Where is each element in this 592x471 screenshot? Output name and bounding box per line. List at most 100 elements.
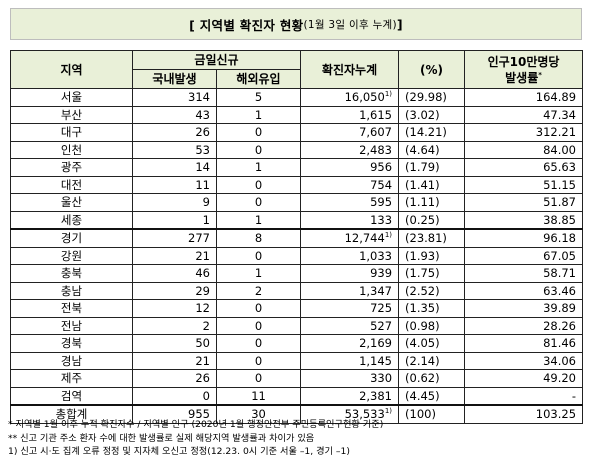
cell-cumulative: 939 [300, 264, 400, 283]
table-row: 광주 14 1 956 (1.79) 65.63 [10, 158, 584, 177]
cell-cumulative: 16,0501) [300, 88, 400, 107]
cell-region: 경기 [10, 228, 133, 248]
header-rate-line1: 인구10만명당 [487, 54, 560, 69]
cell-domestic: 955 [132, 404, 217, 424]
cell-region: 충남 [10, 281, 133, 300]
cell-imported: 1 [215, 264, 302, 283]
table-row: 전남 2 0 527 (0.98) 28.26 [10, 316, 584, 335]
cell-rate: 49.20 [464, 369, 584, 388]
cell-percent: (4.45) [398, 386, 466, 406]
cell-region: 총합계 [10, 404, 133, 424]
cell-region: 강원 [10, 246, 133, 265]
footnote-mark: 1) [384, 90, 393, 99]
cell-region: 대구 [10, 123, 133, 142]
header-domestic: 국내발생 [132, 69, 217, 89]
cell-domestic: 11 [132, 175, 217, 194]
footnote-mark: 1) [384, 407, 393, 416]
cell-rate: 38.85 [464, 210, 584, 230]
cell-region: 울산 [10, 193, 133, 212]
cell-cumulative: 754 [300, 175, 400, 194]
cell-imported: 1 [215, 158, 302, 177]
cell-percent: (1.79) [398, 158, 466, 177]
cell-rate: 81.46 [464, 334, 584, 353]
cell-cumulative: 1,033 [300, 246, 400, 265]
cell-percent: (4.64) [398, 140, 466, 159]
cell-imported: 1 [215, 105, 302, 124]
cell-domestic: 12 [132, 299, 217, 318]
cell-domestic: 2 [132, 316, 217, 335]
cell-rate: 51.87 [464, 193, 584, 212]
cell-percent: (1.35) [398, 299, 466, 318]
cell-cumulative: 12,7441) [300, 228, 400, 248]
table-row: 대구 26 0 7,607 (14.21) 312.21 [10, 123, 584, 142]
cell-domestic: 29 [132, 281, 217, 300]
header-rate-line2: 발생률* [505, 70, 542, 85]
cell-percent: (1.93) [398, 246, 466, 265]
cell-region: 경남 [10, 351, 133, 370]
cell-cumulative: 2,483 [300, 140, 400, 159]
cell-percent: (2.52) [398, 281, 466, 300]
cell-rate: 65.63 [464, 158, 584, 177]
cell-rate: 84.00 [464, 140, 584, 159]
cell-imported: 0 [215, 351, 302, 370]
cell-imported: 8 [215, 228, 302, 248]
table-row: 강원 21 0 1,033 (1.93) 67.05 [10, 246, 584, 265]
cell-domestic: 0 [132, 386, 217, 406]
cell-region: 전북 [10, 299, 133, 318]
cell-rate: 51.15 [464, 175, 584, 194]
table-title: [ 지역별 확진자 현황 (1월 3일 이후 누계) ] [10, 8, 582, 40]
cell-cumulative: 53,5331) [300, 404, 400, 424]
cell-domestic: 53 [132, 140, 217, 159]
cell-percent: (3.02) [398, 105, 466, 124]
cell-imported: 0 [215, 334, 302, 353]
cell-percent: (1.75) [398, 264, 466, 283]
cell-cumulative: 133 [300, 210, 400, 230]
cell-rate: 28.26 [464, 316, 584, 335]
cell-percent: (100) [398, 404, 466, 424]
cell-imported: 0 [215, 123, 302, 142]
title-close: ] [396, 16, 403, 32]
cell-region: 광주 [10, 158, 133, 177]
cell-imported: 0 [215, 175, 302, 194]
cell-domestic: 43 [132, 105, 217, 124]
table-row: 전북 12 0 725 (1.35) 39.89 [10, 299, 584, 318]
confirmed-cases-table: 지역 금일신규 확진자누계 (%) 인구10만명당 발생률* 국내발생 해외유입… [10, 50, 584, 424]
cell-cumulative: 956 [300, 158, 400, 177]
cell-percent: (1.41) [398, 175, 466, 194]
table-row: 서울 314 5 16,0501) (29.98) 164.89 [10, 88, 584, 107]
cell-percent: (14.21) [398, 123, 466, 142]
cell-region: 충북 [10, 264, 133, 283]
table-row: 대전 11 0 754 (1.41) 51.15 [10, 175, 584, 194]
table-row: 경남 21 0 1,145 (2.14) 34.06 [10, 351, 584, 370]
table-row: 검역 0 11 2,381 (4.45) - [10, 386, 584, 406]
cell-region: 서울 [10, 88, 133, 107]
footnote: * 지역별 1월 이후 누적 확진자수 / 지역별 인구 (2020년 1월 행… [8, 419, 384, 430]
footnotes: * 지역별 1월 이후 누적 확진자수 / 지역별 인구 (2020년 1월 행… [8, 418, 588, 459]
cell-domestic: 14 [132, 158, 217, 177]
table-row: 제주 26 0 330 (0.62) 49.20 [10, 369, 584, 388]
cell-region: 대전 [10, 175, 133, 194]
cell-imported: 11 [215, 386, 302, 406]
cell-region: 세종 [10, 210, 133, 230]
cell-percent: (1.11) [398, 193, 466, 212]
cell-rate: 63.46 [464, 281, 584, 300]
cell-region: 검역 [10, 386, 133, 406]
cell-cumulative: 1,615 [300, 105, 400, 124]
cell-rate: 39.89 [464, 299, 584, 318]
cell-rate: 96.18 [464, 228, 584, 248]
cell-domestic: 21 [132, 246, 217, 265]
table-row: 경기 277 8 12,7441) (23.81) 96.18 [10, 228, 584, 248]
table-row: 부산 43 1 1,615 (3.02) 47.34 [10, 105, 584, 124]
cell-imported: 0 [215, 299, 302, 318]
footnote: ** 신고 기관 주소 환자 수에 대한 발생률로 실제 해당지역 발생률과 차… [8, 432, 315, 444]
title-sub: (1월 3일 이후 누계) [303, 18, 397, 31]
cell-domestic: 46 [132, 264, 217, 283]
cell-region: 제주 [10, 369, 133, 388]
table-row: 울산 9 0 595 (1.11) 51.87 [10, 193, 584, 212]
cell-percent: (0.62) [398, 369, 466, 388]
cell-rate: 67.05 [464, 246, 584, 265]
cell-cumulative: 725 [300, 299, 400, 318]
header-imported: 해외유입 [215, 69, 302, 89]
cell-cumulative: 595 [300, 193, 400, 212]
cell-imported: 5 [215, 88, 302, 107]
